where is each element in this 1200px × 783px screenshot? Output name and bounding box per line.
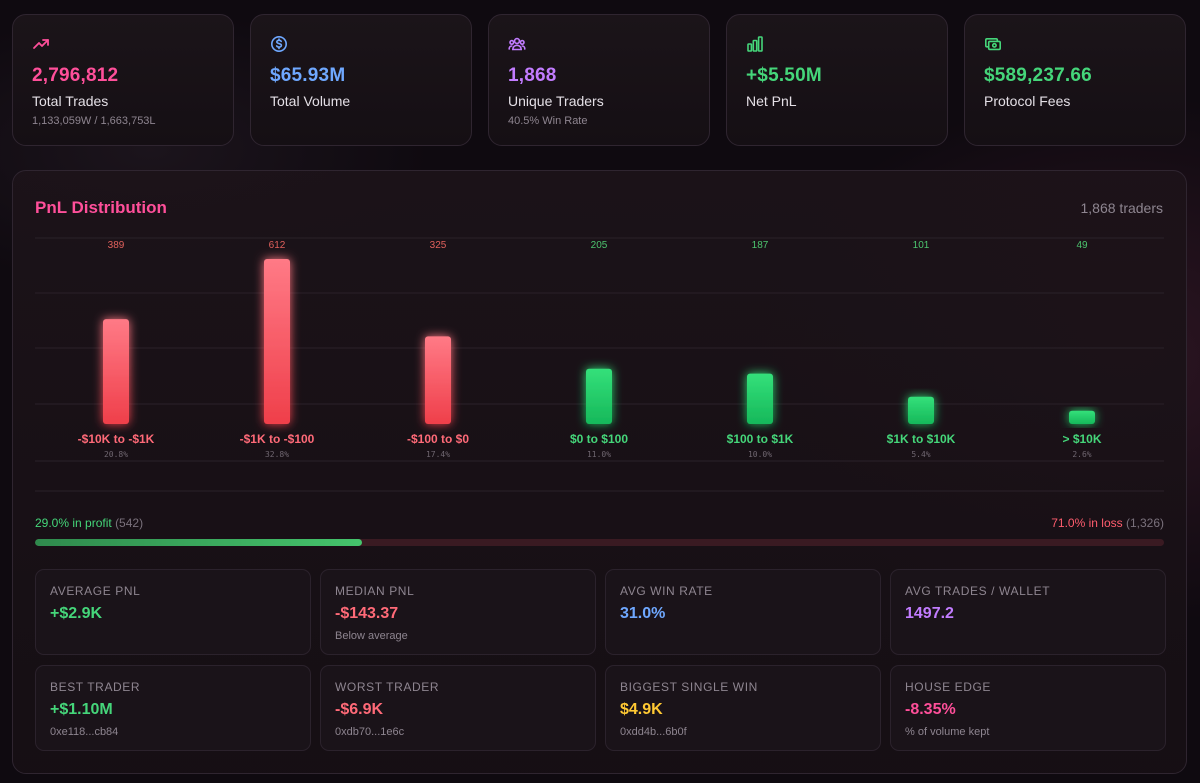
profit-summary: 29.0% in profit (542) xyxy=(35,516,143,530)
metric-sub: 0xdd4b...6b0f xyxy=(620,726,687,738)
stat-value: $65.93M xyxy=(270,65,346,86)
bar-chart-icon xyxy=(747,36,763,52)
stat-label: Total Trades xyxy=(32,93,109,109)
metric-avg-trades-per-wallet: AVG TRADES / WALLET 1497.2 xyxy=(890,569,1166,655)
metric-best-trader: BEST TRADER +$1.10M 0xe118...cb84 xyxy=(35,665,311,751)
loss-summary: 71.0% in loss (1,326) xyxy=(1051,516,1164,530)
bar-profit[interactable] xyxy=(586,368,612,424)
bar-profit[interactable] xyxy=(908,396,934,424)
category-label: $1K to $10K xyxy=(887,432,956,446)
percent-label: 2.6% xyxy=(1072,450,1091,459)
metrics-grid: AVERAGE PNL +$2.9K MEDIAN PNL -$143.37 B… xyxy=(35,569,1166,751)
metric-sub: 0xe118...cb84 xyxy=(50,726,119,738)
percent-label: 20.8% xyxy=(104,450,128,459)
loss-percent-label: 71.0% in loss xyxy=(1051,516,1123,530)
bar-value-label: 205 xyxy=(591,240,608,251)
metric-value: +$1.10M xyxy=(50,701,113,718)
metric-avg-win-rate: AVG WIN RATE 31.0% xyxy=(605,569,881,655)
category-label: -$10K to -$1K xyxy=(78,432,155,446)
stat-value: +$5.50M xyxy=(746,65,822,86)
bar-value-label: 101 xyxy=(913,240,930,251)
metric-worst-trader: WORST TRADER -$6.9K 0xdb70...1e6c xyxy=(320,665,596,751)
stat-card-total-volume: $65.93M Total Volume xyxy=(250,14,472,146)
metric-label: AVERAGE PNL xyxy=(50,584,141,598)
trending-up-icon xyxy=(33,39,49,49)
profit-count: (542) xyxy=(115,516,144,530)
pnl-distribution-chart: 389 -$10K to -$1K 20.8% 612 -$1K to -$100 32.… xyxy=(35,237,1164,492)
metric-label: BEST TRADER xyxy=(50,680,141,694)
users-icon xyxy=(508,37,526,51)
metric-sub: 0xdb70...1e6c xyxy=(335,726,405,738)
bar-value-label: 325 xyxy=(430,240,447,251)
percent-label: 11.0% xyxy=(587,450,611,459)
stat-card-protocol-fees: $589,237.66 Protocol Fees xyxy=(964,14,1186,146)
metric-value: 31.0% xyxy=(620,605,666,622)
stat-card-net-pnl: +$5.50M Net PnL xyxy=(726,14,948,146)
metric-label: AVG WIN RATE xyxy=(620,584,713,598)
panel-title: PnL Distribution xyxy=(35,198,167,217)
metric-value: -$6.9K xyxy=(335,701,384,718)
stat-card-total-trades: 2,796,812 Total Trades 1,133,059W / 1,66… xyxy=(12,14,234,146)
metric-label: BIGGEST SINGLE WIN xyxy=(620,680,758,694)
pnl-distribution-panel: PnL Distribution 1,868 traders 389 -$10K … xyxy=(12,170,1187,774)
metric-value: -$143.37 xyxy=(335,605,399,622)
stat-sub: 40.5% Win Rate xyxy=(508,115,588,127)
bars: 389 -$10K to -$1K 20.8% 612 -$1K to -$100 32.… xyxy=(78,240,1102,459)
bar-loss[interactable] xyxy=(103,319,129,424)
trader-count: 1,868 traders xyxy=(1080,200,1164,216)
category-label: -$1K to -$100 xyxy=(240,432,315,446)
metric-median-pnl: MEDIAN PNL -$143.37 Below average xyxy=(320,569,596,655)
metric-label: HOUSE EDGE xyxy=(905,680,992,694)
category-label: $0 to $100 xyxy=(570,432,628,446)
stat-value: 1,868 xyxy=(508,65,557,86)
stats-row: 2,796,812 Total Trades 1,133,059W / 1,66… xyxy=(12,14,1186,146)
dollar-coin-icon xyxy=(271,36,287,52)
stat-label: Unique Traders xyxy=(508,93,604,109)
metric-sub: Below average xyxy=(335,630,408,642)
metric-value: +$2.9K xyxy=(50,605,103,622)
category-label: -$100 to $0 xyxy=(407,432,469,446)
profit-loss-bar xyxy=(35,539,1164,546)
category-label: > $10K xyxy=(1062,432,1101,446)
stat-label: Total Volume xyxy=(270,93,351,109)
bar-loss[interactable] xyxy=(425,336,451,424)
stat-value: 2,796,812 xyxy=(32,65,119,86)
banknote-icon xyxy=(984,37,1001,51)
metric-value: $4.9K xyxy=(620,701,663,718)
metric-average-pnl: AVERAGE PNL +$2.9K xyxy=(35,569,311,655)
profit-percent-label: 29.0% in profit xyxy=(35,516,112,530)
percent-label: 32.8% xyxy=(265,450,289,459)
bar-value-label: 49 xyxy=(1076,240,1088,251)
stat-card-unique-traders: 1,868 Unique Traders 40.5% Win Rate xyxy=(488,14,710,146)
bar-value-label: 389 xyxy=(108,240,125,251)
metric-sub: % of volume kept xyxy=(905,726,990,738)
percent-label: 10.0% xyxy=(748,450,772,459)
metric-label: WORST TRADER xyxy=(335,680,440,694)
metric-house-edge: HOUSE EDGE -8.35% % of volume kept xyxy=(890,665,1166,751)
stat-sub: 1,133,059W / 1,663,753L xyxy=(32,115,156,127)
stat-label: Net PnL xyxy=(746,93,797,109)
metric-value: -8.35% xyxy=(905,701,956,718)
bar-value-label: 612 xyxy=(269,240,286,251)
loss-count: (1,326) xyxy=(1125,516,1164,530)
stat-value: $589,237.66 xyxy=(984,65,1092,86)
profit-fill xyxy=(35,539,363,546)
stat-label: Protocol Fees xyxy=(984,93,1071,109)
metric-label: AVG TRADES / WALLET xyxy=(905,584,1051,598)
bar-value-label: 187 xyxy=(752,240,769,251)
category-label: $100 to $1K xyxy=(727,432,794,446)
metric-biggest-single-win: BIGGEST SINGLE WIN $4.9K 0xdd4b...6b0f xyxy=(605,665,881,751)
percent-label: 17.4% xyxy=(426,450,450,459)
bar-profit[interactable] xyxy=(1069,410,1095,424)
bar-profit[interactable] xyxy=(747,373,773,424)
metric-value: 1497.2 xyxy=(905,605,954,622)
bar-loss[interactable] xyxy=(264,259,290,424)
metric-label: MEDIAN PNL xyxy=(335,584,415,598)
percent-label: 5.4% xyxy=(911,450,930,459)
